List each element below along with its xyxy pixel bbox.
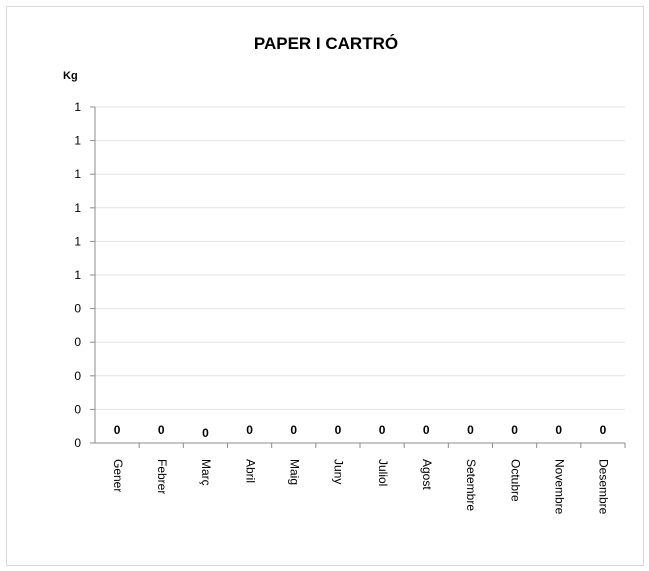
data-label: 0 [423,423,430,437]
data-labels: 0 0 0 0 0 0 0 0 0 0 0 0 [114,423,607,440]
gridlines [95,106,625,410]
data-label: 0 [114,423,121,437]
y-axis-label: Kg [63,70,78,82]
y-tick-label: 1 [74,100,81,114]
x-tick-label: Juny [332,459,346,484]
x-tick-label: Abril [243,459,257,483]
data-label: 0 [600,423,607,437]
y-tick-label: 1 [74,268,81,282]
data-label: 0 [202,426,209,440]
y-tick-label: 1 [74,234,81,248]
x-tick-label: Desembre [597,459,611,515]
data-label: 0 [335,423,342,437]
data-label: 0 [467,423,474,437]
x-axis-ticks: Gener Febrer Març Abril Maig Juny Juliol Agost S… [111,459,611,515]
x-tick-label: Novembre [553,459,567,515]
x-tick-label: Juliol [376,459,390,486]
x-tick-label: Agost [420,459,434,490]
x-tick-label: Març [199,459,213,486]
x-tick-label: Octubre [508,459,522,502]
data-label: 0 [379,423,386,437]
y-axis-ticks: 0 0 0 0 0 1 1 1 1 1 1 [74,100,81,450]
x-tick-label: Setembre [464,459,478,511]
chart-title: PAPER I CARTRÓ [254,34,398,53]
y-tick-label: 0 [74,402,81,416]
data-label: 0 [290,423,297,437]
y-tick-label: 1 [74,134,81,148]
y-tick-label: 1 [74,167,81,181]
x-tick-label: Febrer [155,459,169,494]
data-label: 0 [158,423,165,437]
axes [90,106,626,448]
y-tick-label: 0 [74,335,81,349]
x-tick-label: Maig [288,459,302,485]
y-tick-label: 1 [74,201,81,215]
chart-area: PAPER I CARTRÓ Kg 0 0 0 0 0 1 1 1 1 1 1 Gener Febre… [6,6,644,566]
x-tick-label: Gener [111,459,125,492]
y-tick-label: 0 [74,369,81,383]
data-label: 0 [246,423,253,437]
y-tick-label: 0 [74,436,81,450]
data-label: 0 [511,423,518,437]
data-label: 0 [555,423,562,437]
y-tick-label: 0 [74,302,81,316]
chart-svg: PAPER I CARTRÓ Kg 0 0 0 0 0 1 1 1 1 1 1 Gener Febre… [63,34,626,515]
